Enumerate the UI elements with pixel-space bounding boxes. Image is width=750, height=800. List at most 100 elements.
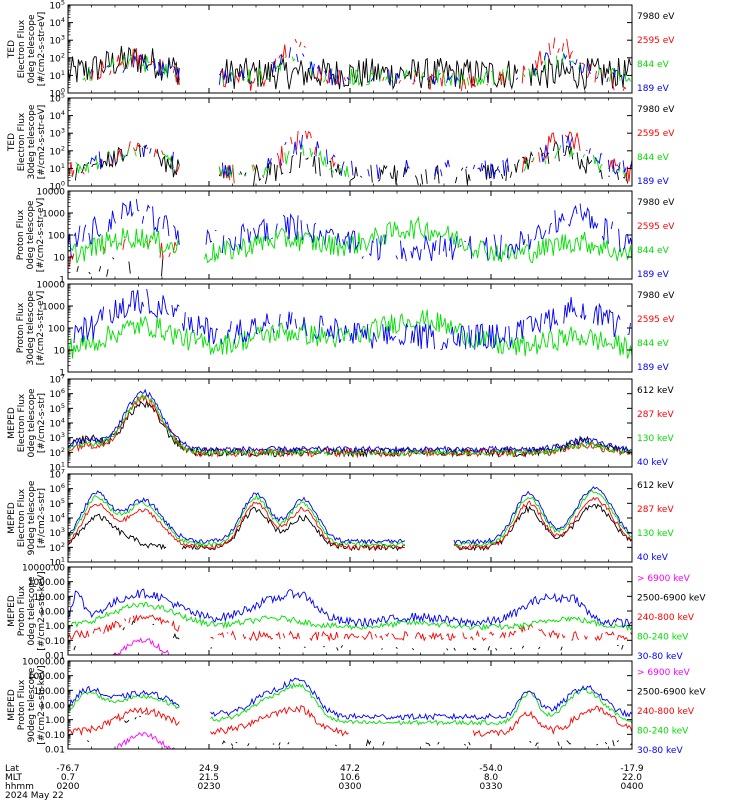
series-8-3 <box>68 705 632 737</box>
y-axis-label: MEPED <box>7 595 17 627</box>
y-axis-label: 30deg telescope <box>27 104 37 179</box>
y-tick-label: 100 <box>48 232 65 242</box>
panel-2: 100 101 102 103 104 105 TED Electron Flux 30deg … <box>7 92 675 193</box>
y-axis-label: 90deg telescope <box>27 667 37 742</box>
panel-8: 0.01 0.10 1.00 10.00 100.00 1000.00 10000.00 ME… <box>7 658 706 757</box>
y-tick-label: 107 <box>49 468 65 481</box>
y-tick-label: 1.00 <box>45 716 65 726</box>
y-tick-label: 100 <box>49 87 65 100</box>
x-tick-mlt: 10.6 <box>340 773 360 783</box>
legend-entry: 2595 eV <box>637 36 675 46</box>
x-tick-hhmm: 0330 <box>480 782 503 792</box>
y-tick-label: 106 <box>49 387 65 400</box>
legend-entry: > 6900 keV <box>637 574 691 584</box>
y-tick-label: 10.00 <box>39 608 65 618</box>
panel-frame <box>67 97 633 187</box>
y-tick-label: 103 <box>49 526 65 539</box>
y-tick-label: 103 <box>49 34 65 47</box>
legend-entry: 80-240 keV <box>637 727 689 737</box>
x-row-label-lat: Lat <box>5 764 20 774</box>
panel-7: 0.01 0.10 1.00 10.00 100.00 1000.00 10000.00 ME… <box>7 564 706 663</box>
y-tick-label: 105 <box>49 497 65 510</box>
y-axis-label: [#/cm2-s-str] <box>37 488 47 548</box>
series-1-3 <box>82 51 631 86</box>
y-tick-label: 0.01 <box>45 746 65 756</box>
y-tick-label: 100 <box>48 325 65 335</box>
series-7-1 <box>106 637 180 655</box>
y-axis-label: [#/cm2-s-str-keV] <box>37 571 47 650</box>
series-6-3 <box>68 489 632 548</box>
series-3-4 <box>68 198 632 262</box>
y-tick-label: 102 <box>49 144 65 157</box>
y-tick-label: 1 <box>59 369 65 379</box>
y-axis-label: Proton Flux <box>17 679 27 730</box>
panel-frame <box>67 283 633 373</box>
y-axis-label: Proton Flux <box>16 302 26 353</box>
y-tick-label: 104 <box>49 512 65 525</box>
legend-entry: > 6900 keV <box>637 668 691 678</box>
y-tick-label: 101 <box>49 461 65 474</box>
legend-entry: 189 eV <box>637 363 670 373</box>
y-tick-label: 105 <box>49 92 65 105</box>
y-tick-label: 100.00 <box>34 593 66 603</box>
y-tick-label: 1000 <box>42 303 65 313</box>
y-axis-label: Electron Flux <box>17 488 27 547</box>
panel-1: 100 101 102 103 104 105 TED Electron Flux 0deg t… <box>7 0 675 100</box>
panel-3: 1 10 100 1000 10000 Proton Flux 0deg telescope… <box>16 188 675 286</box>
x-tick-hhmm: 0200 <box>57 782 80 792</box>
y-tick-label: 1.00 <box>45 622 65 632</box>
legend-entry: 7980 eV <box>637 291 675 301</box>
x-tick-lat: -17.9 <box>620 764 644 774</box>
y-axis-label: MEPED <box>7 502 17 534</box>
y-axis-label: 0deg telescope <box>27 388 37 458</box>
y-axis-label: [#/cm2-s-str-eV] <box>36 198 46 273</box>
y-axis-label: [#/cm2-s-str-eV] <box>36 291 46 366</box>
y-tick-label: 10000 <box>36 281 65 291</box>
y-axis-label: Proton Flux <box>16 209 26 260</box>
x-tick-lat: 24.9 <box>199 764 219 774</box>
y-axis-label: TED <box>7 133 17 152</box>
y-axis-label: 30deg telescope <box>26 290 36 365</box>
y-tick-label: 104 <box>49 109 65 122</box>
series-4-4 <box>73 288 631 350</box>
x-tick-lat: -54.0 <box>479 764 503 774</box>
y-tick-label: 100.00 <box>34 687 66 697</box>
series-8-2 <box>87 713 632 747</box>
legend-entry: 612 keV <box>637 386 674 396</box>
x-tick-hhmm: 0230 <box>198 782 221 792</box>
legend-entry: 2500-6900 keV <box>637 688 706 698</box>
y-tick-label: 0.10 <box>45 731 65 741</box>
y-tick-label: 1 <box>59 276 65 286</box>
y-tick-label: 104 <box>49 16 65 29</box>
legend-entry: 612 keV <box>637 481 674 491</box>
series-6-4 <box>68 486 632 545</box>
series-7-4 <box>68 602 632 631</box>
y-axis-label: TED <box>7 40 17 59</box>
y-axis-label: 0deg telescope <box>26 200 36 270</box>
x-tick-lat: 47.2 <box>340 764 360 774</box>
y-axis-label: [#/cm2-s-str] <box>37 393 47 453</box>
y-tick-label: 101 <box>49 162 65 175</box>
y-tick-label: 10.00 <box>39 702 65 712</box>
legend-entry: 844 eV <box>637 60 670 70</box>
legend-entry: 287 keV <box>637 410 674 420</box>
legend-entry: 189 eV <box>637 177 670 187</box>
y-tick-label: 0.10 <box>45 637 65 647</box>
y-tick-label: 10000.00 <box>22 564 65 574</box>
series-3-3 <box>68 215 632 264</box>
x-tick-mlt: 22.0 <box>622 773 642 783</box>
y-tick-label: 10000 <box>36 188 65 198</box>
y-axis-label: [#/cm2-s-str-keV] <box>37 665 47 744</box>
legend-entry: 287 keV <box>637 505 674 515</box>
legend-entry: 2500-6900 keV <box>637 594 706 604</box>
y-axis-label: 0deg telescope <box>27 14 37 84</box>
y-axis-label: Electron Flux <box>17 19 27 78</box>
series-3-1 <box>77 256 170 277</box>
series-2-4 <box>89 134 632 180</box>
y-tick-label: 106 <box>49 482 65 495</box>
y-axis-label: Proton Flux <box>17 585 27 636</box>
y-tick-label: 105 <box>49 0 65 12</box>
legend-entry: 7980 eV <box>637 12 675 22</box>
legend-entry: 2595 eV <box>637 129 675 139</box>
